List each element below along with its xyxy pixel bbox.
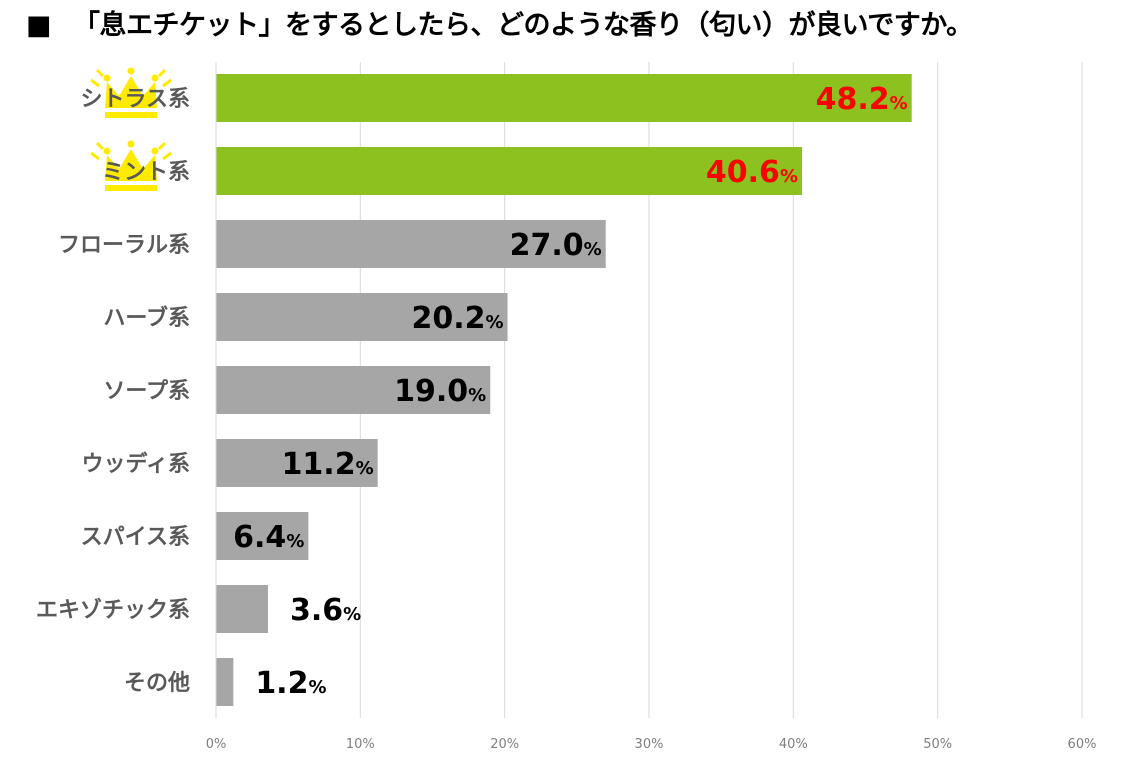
category-label: エキゾチック系 [36,597,190,623]
data-label: 11.2% [282,447,374,482]
category-label: シトラス系 [80,87,190,112]
data-label-value: 40.6 [706,155,780,190]
data-label: 1.2% [255,666,326,701]
bar-1 [216,74,912,122]
data-label-value: 20.2 [411,301,485,336]
data-label-unit: % [890,93,908,114]
crown-icon [90,140,172,191]
data-label-value: 3.6 [290,593,343,628]
x-tick-label: 60% [1068,737,1097,752]
data-label: 6.4% [233,520,304,555]
data-label-value: 27.0 [510,228,584,263]
data-label-unit: % [468,385,486,406]
data-label-unit: % [584,239,602,260]
bar-8 [216,585,268,633]
data-label: 40.6% [706,155,798,190]
data-label-unit: % [356,458,374,479]
data-label-unit: % [286,531,304,552]
title-marker: ■ [26,10,52,41]
data-label: 3.6% [290,593,361,628]
category-label: その他 [124,671,190,696]
data-label-unit: % [486,312,504,333]
data-label-value: 11.2 [282,447,356,482]
data-label: 20.2% [411,301,503,336]
x-tick-label: 20% [490,737,519,752]
data-label-unit: % [780,166,798,187]
bar-2 [216,147,802,195]
x-tick-label: 40% [779,737,808,752]
category-label: フローラル系 [58,233,190,258]
chart-title: ■ 「息エチケット」をするとしたら、どのような香り（匂い）が良いですか。 [26,6,1126,46]
bar-5 [216,366,491,414]
data-label-value: 19.0 [394,374,468,409]
data-label: 19.0% [394,374,486,409]
bar-9 [216,658,234,706]
bar-7 [216,512,309,560]
data-label-value: 6.4 [233,520,286,555]
data-label: 48.2% [816,82,908,117]
data-label-value: 1.2 [255,666,308,701]
data-label-unit: % [308,677,326,698]
x-tick-label: 0% [206,737,227,752]
data-label-unit: % [343,604,361,625]
data-label-value: 48.2 [816,82,890,117]
data-label: 27.0% [510,228,602,263]
x-tick-label: 50% [923,737,952,752]
crown-icon [90,67,172,118]
category-label: ウッディ系 [82,451,190,477]
category-label: ハーブ系 [103,305,190,331]
bar-4 [216,293,508,341]
category-label: ミント系 [102,160,190,185]
x-tick-label: 30% [635,737,664,752]
category-label: スパイス系 [81,525,190,550]
category-label: ソープ系 [103,379,190,404]
x-tick-label: 10% [346,737,375,752]
title-text: 「息エチケット」をするとしたら、どのような香り（匂い）が良いですか。 [73,10,973,41]
bar-6 [216,439,378,487]
bar-3 [216,220,606,268]
